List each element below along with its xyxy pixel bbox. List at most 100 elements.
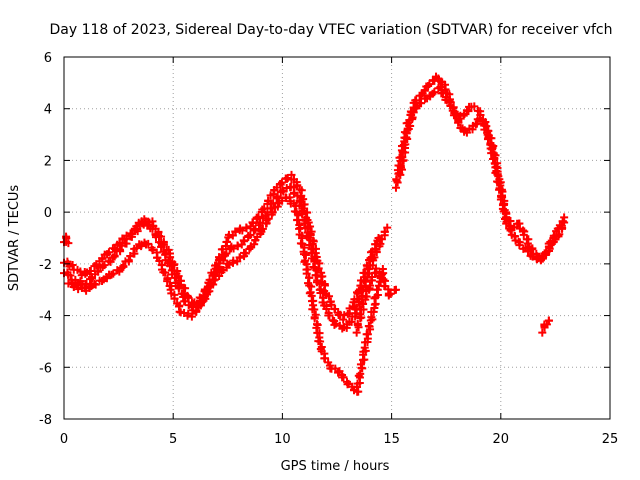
data-point-marker: [362, 261, 371, 270]
data-point-marker: [157, 232, 166, 241]
data-point-marker: [306, 222, 315, 231]
data-point-marker: [310, 305, 319, 314]
data-point-marker: [170, 294, 179, 303]
data-point-marker: [174, 272, 183, 281]
data-point-marker: [303, 208, 312, 217]
data-point-marker: [325, 292, 334, 301]
data-point-marker: [128, 229, 137, 238]
data-point-marker: [231, 227, 240, 236]
data-point-marker: [124, 256, 133, 265]
series-track-e: [396, 82, 569, 264]
data-point-marker: [64, 239, 73, 248]
data-point-marker: [493, 170, 502, 179]
series-track-c: [64, 193, 388, 396]
y-tick-label: 4: [44, 103, 52, 118]
data-point-marker: [148, 245, 157, 254]
data-point-marker: [268, 208, 277, 217]
data-point-marker: [305, 273, 314, 282]
data-point-marker: [515, 241, 524, 250]
data-point-marker: [391, 285, 400, 294]
data-point-marker: [314, 264, 323, 273]
data-point-marker: [476, 110, 485, 119]
data-point-marker: [482, 122, 491, 131]
data-point-marker: [316, 337, 325, 346]
y-tick-label: 0: [44, 206, 52, 221]
data-point-marker: [115, 239, 124, 248]
data-point-marker: [110, 251, 119, 260]
data-point-marker: [210, 275, 219, 284]
plot-frame: [63, 56, 611, 420]
data-point-marker: [371, 299, 380, 308]
data-point-marker: [544, 239, 553, 248]
data-point-marker: [454, 116, 463, 125]
y-tick-label: 2: [44, 154, 52, 169]
data-point-marker: [420, 86, 429, 95]
data-point-marker: [334, 368, 343, 377]
data-point-marker: [560, 213, 569, 222]
data-point-marker: [106, 257, 115, 266]
data-point-marker: [409, 108, 418, 117]
data-point-marker: [339, 373, 348, 382]
data-point-marker: [306, 231, 315, 240]
data-point-marker: [161, 268, 170, 277]
data-point-marker: [380, 227, 389, 236]
chart-title: Day 118 of 2023, Sidereal Day-to-day VTE…: [49, 22, 612, 38]
data-points: [60, 72, 569, 396]
data-point-marker: [302, 269, 311, 278]
data-point-marker: [430, 88, 439, 97]
x-tick-label: 25: [602, 432, 619, 447]
data-point-marker: [164, 245, 173, 254]
data-point-marker: [364, 321, 373, 330]
data-point-marker: [68, 261, 77, 270]
data-point-marker: [353, 319, 362, 328]
data-point-marker: [356, 369, 365, 378]
data-point-marker: [354, 286, 363, 295]
data-point-marker: [358, 299, 367, 308]
data-point-marker: [159, 240, 168, 249]
series-track-g: [538, 316, 553, 337]
data-point-marker: [246, 231, 255, 240]
data-point-marker: [374, 234, 383, 242]
y-tick-label: 6: [44, 51, 52, 66]
data-point-marker: [438, 88, 447, 97]
series-track-h: [60, 232, 73, 248]
x-tick-label: 0: [60, 432, 68, 447]
data-point-marker: [488, 145, 497, 154]
data-point-marker: [240, 237, 249, 246]
data-point-marker: [104, 248, 113, 257]
y-tick-label: -2: [39, 258, 52, 273]
data-point-marker: [502, 213, 511, 222]
data-point-marker: [91, 280, 100, 289]
data-point-marker: [360, 355, 369, 364]
series-track-a: [60, 182, 392, 333]
data-point-marker: [308, 239, 317, 248]
series-track-b: [60, 170, 383, 324]
y-tick-label: -6: [39, 361, 52, 376]
data-point-marker: [417, 99, 426, 108]
data-point-marker: [320, 354, 329, 363]
data-point-marker: [260, 204, 269, 213]
data-point-marker: [222, 238, 231, 247]
data-point-marker: [519, 230, 528, 239]
x-tick-label: 20: [493, 432, 510, 447]
data-point-marker: [383, 223, 392, 232]
data-point-marker: [100, 261, 109, 270]
data-point-marker: [527, 245, 536, 254]
data-point-marker: [401, 140, 410, 149]
x-axis-label: GPS time / hours: [281, 459, 390, 474]
data-point-marker: [209, 280, 218, 289]
data-point-marker: [212, 261, 221, 270]
data-point-marker: [354, 387, 363, 396]
data-point-marker: [163, 277, 172, 286]
series-track-d: [391, 72, 569, 265]
data-point-marker: [254, 212, 263, 221]
data-point-marker: [540, 249, 549, 258]
data-point-marker: [307, 297, 316, 306]
axis-ticks: 0 5 10 15 20 25 -8 -6 -4 -2 0 2 4 6: [39, 51, 618, 447]
data-point-marker: [425, 80, 434, 89]
x-tick-label: 15: [383, 432, 400, 447]
x-tick-label: 10: [274, 432, 291, 447]
data-point-marker: [452, 109, 461, 118]
data-point-marker: [558, 217, 567, 226]
